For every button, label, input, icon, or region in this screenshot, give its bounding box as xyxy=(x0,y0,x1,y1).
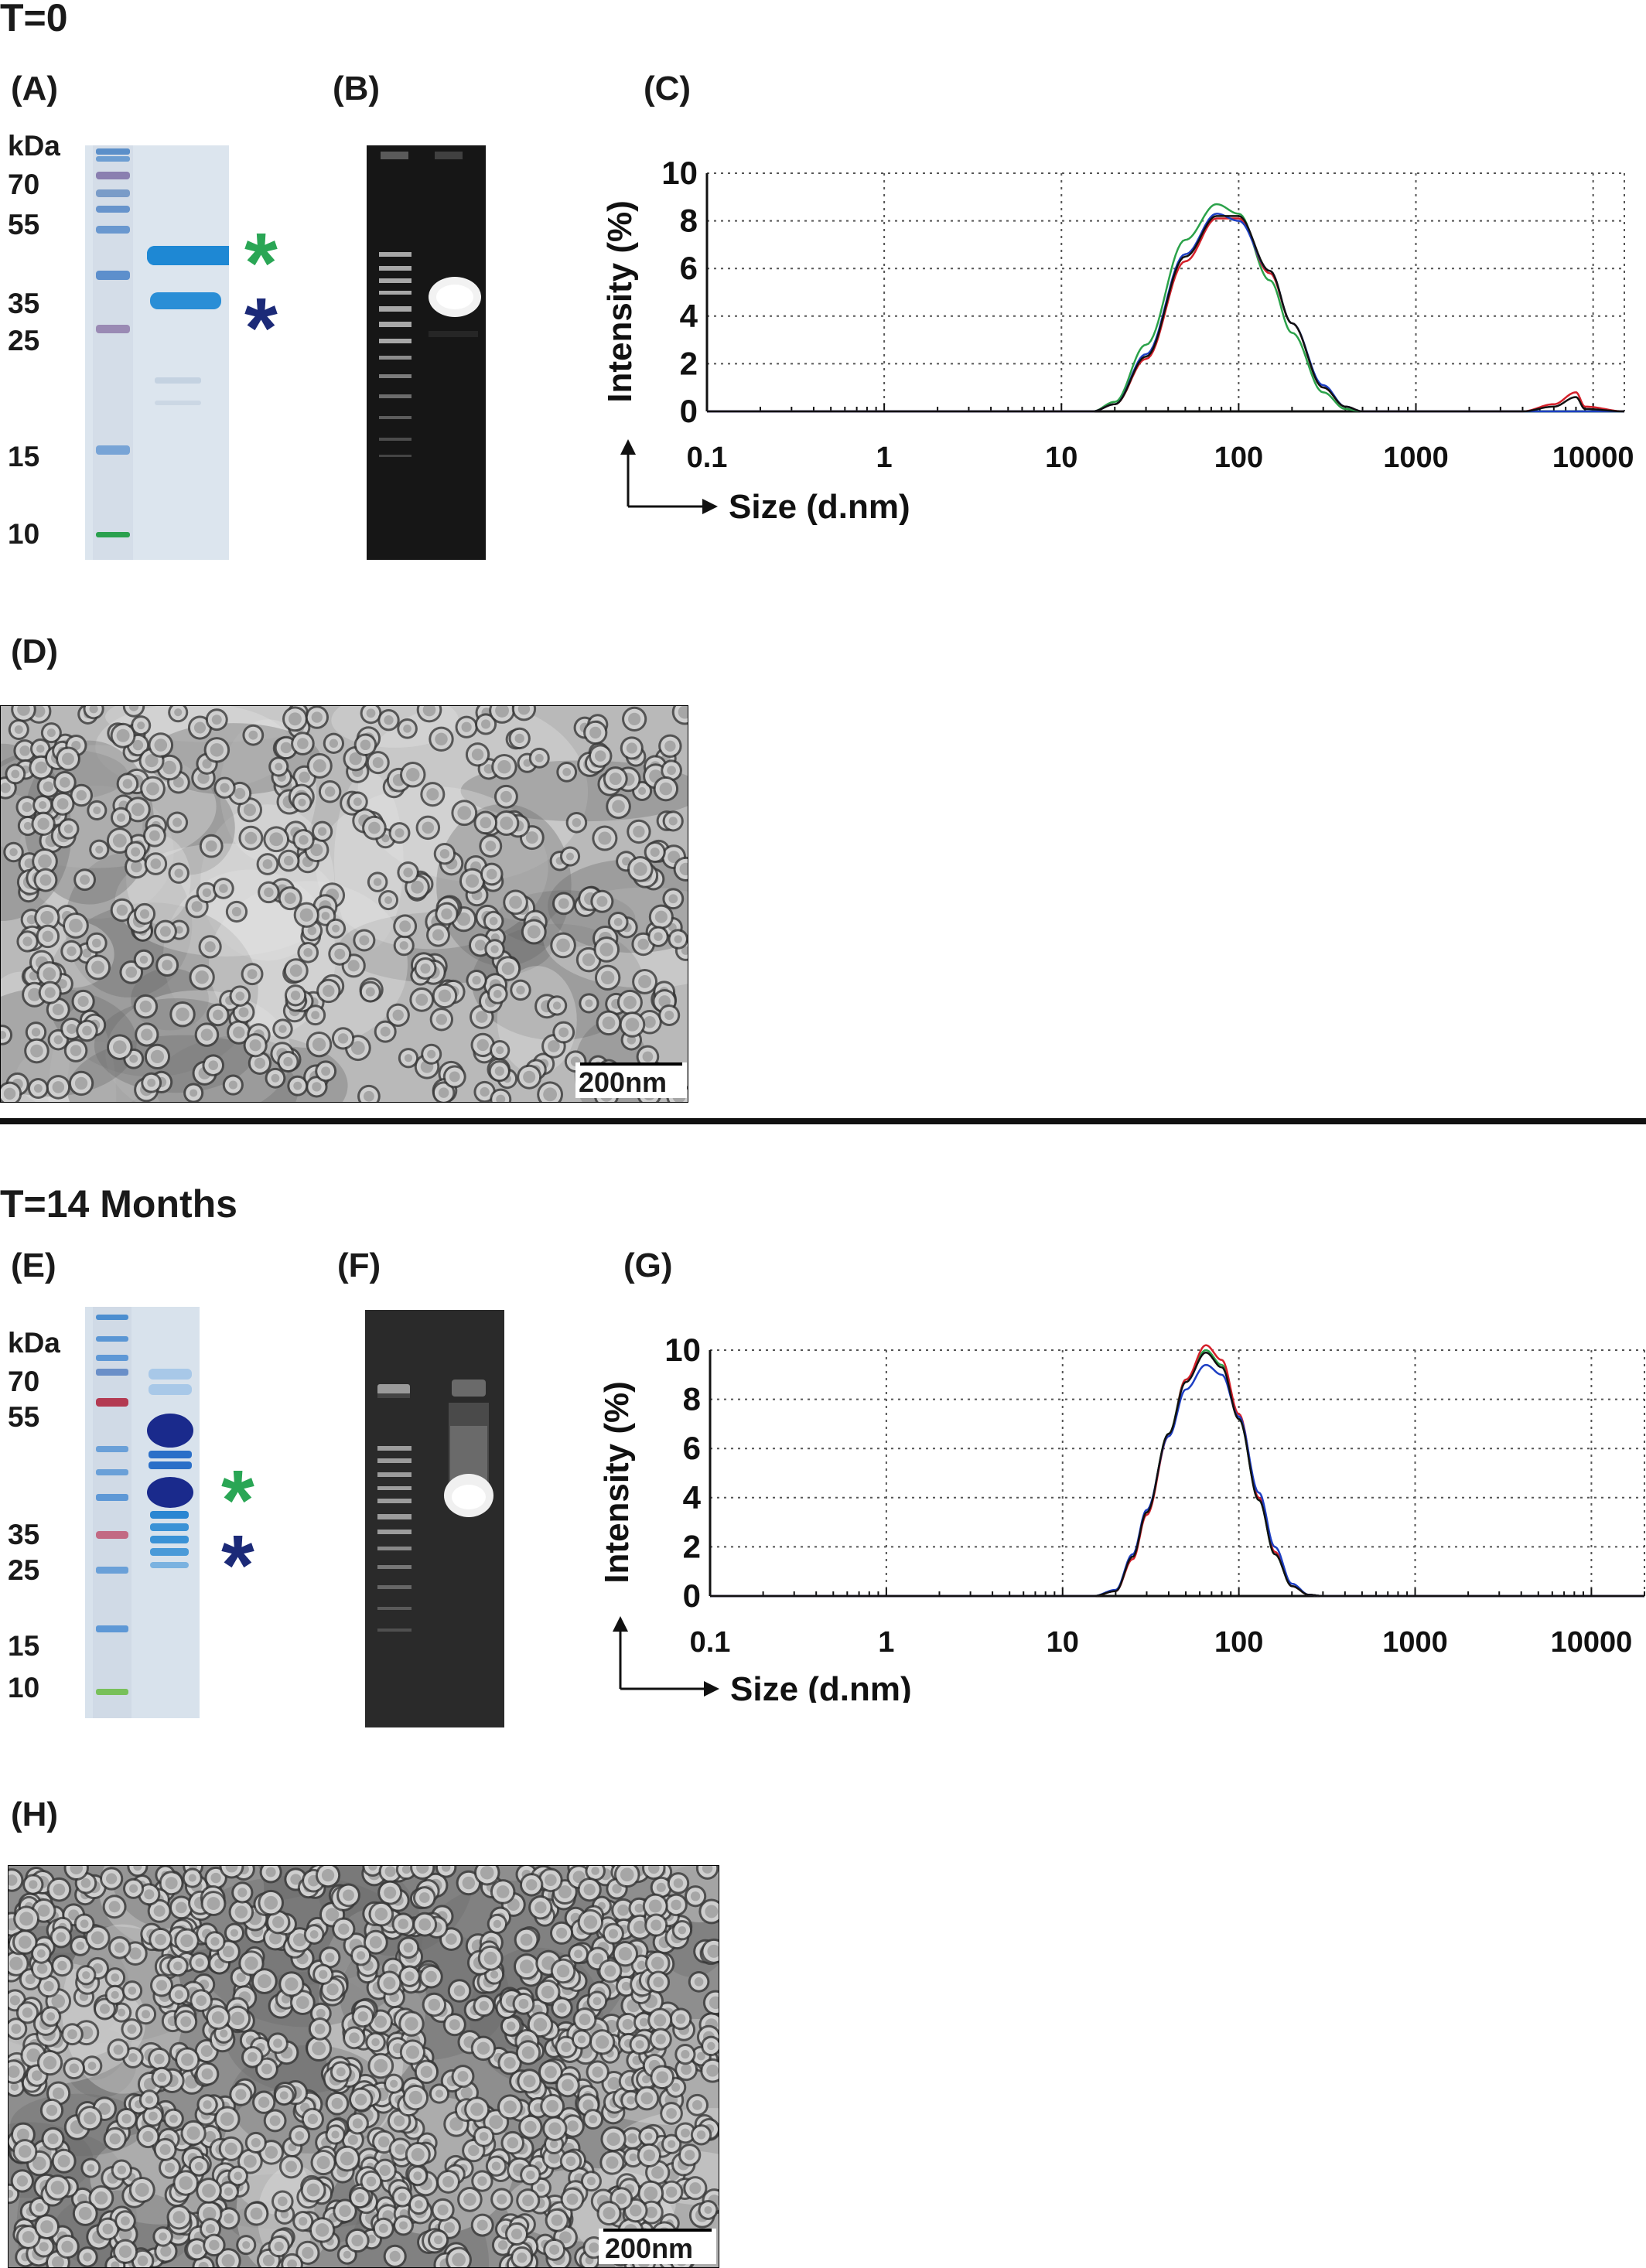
y-tick-label: 6 xyxy=(680,250,698,286)
x-tick-label: 1 xyxy=(878,1626,894,1659)
section-title-t0: T=0 xyxy=(0,0,68,39)
panel-label-f: (F) xyxy=(337,1247,381,1284)
grid xyxy=(709,1349,1645,1597)
x-axis-label: Size (d.nm) xyxy=(730,1670,912,1703)
panel-label-a: (A) xyxy=(11,70,59,107)
marker-35-e: 35 xyxy=(8,1519,40,1550)
tem-micrograph-14m xyxy=(8,1865,719,2268)
scale-bar-h: 200nm xyxy=(599,2229,716,2264)
agarose-gel-image xyxy=(367,145,486,560)
scale-bar-line xyxy=(603,2229,712,2232)
y-axis-label: Intensity (%) xyxy=(598,1381,636,1584)
x-tick-label: 10000 xyxy=(1551,1626,1633,1659)
x-axis-label: Size (d.nm) xyxy=(729,488,910,526)
star-glyph: * xyxy=(244,216,278,311)
marker-25-e: 25 xyxy=(8,1554,40,1586)
star-glyph: * xyxy=(221,1453,254,1548)
y-tick-label: 6 xyxy=(683,1430,701,1466)
series-line-2 xyxy=(710,1344,1644,1598)
x-tick-label: 10 xyxy=(1047,1626,1079,1659)
star-glyph: * xyxy=(244,281,278,376)
y-tick-label: 4 xyxy=(683,1479,702,1516)
series-line-4 xyxy=(707,215,1624,413)
marker-10-a: 10 xyxy=(8,518,40,550)
x-tick-label: 0.1 xyxy=(690,1626,731,1659)
arrow-right-head xyxy=(702,499,718,514)
panel-label-h: (H) xyxy=(11,1796,59,1833)
y-tick-label: 8 xyxy=(680,203,698,239)
dls-plot-g: 0 2 4 6 8 10 0.1 1 10 100 1000 10000 Intensity (%) Si… xyxy=(598,1332,1645,1708)
x-tick-label: 100 xyxy=(1214,442,1263,474)
star-blue-e: * xyxy=(221,1523,254,1608)
x-tick-label: 10 xyxy=(1045,442,1077,474)
arrow-up-head xyxy=(613,1616,628,1632)
marker-15-e: 15 xyxy=(8,1630,40,1662)
arrow-up-head xyxy=(620,439,636,455)
panel-label-c: (C) xyxy=(644,70,692,107)
panel-label-b: (B) xyxy=(333,70,381,107)
dls-plot-c: 0 2 4 6 8 10 0.1 1 10 100 1000 10000 Intensity (%) Si… xyxy=(601,155,1634,526)
panel-label-g: (G) xyxy=(623,1247,673,1284)
marker-15-a: 15 xyxy=(8,441,40,472)
y-tick-label: 0 xyxy=(680,393,698,429)
series-line-4 xyxy=(710,1351,1644,1598)
marker-55-e: 55 xyxy=(8,1401,40,1433)
y-tick-label: 10 xyxy=(664,1332,701,1368)
marker-55-a: 55 xyxy=(8,209,40,240)
series-line-1 xyxy=(710,1349,1644,1598)
marker-35-a: 35 xyxy=(8,288,40,319)
y-tick-label: 10 xyxy=(661,155,698,191)
y-tick-label: 8 xyxy=(683,1381,701,1417)
scale-bar-label-h: 200nm xyxy=(605,2232,694,2264)
scale-bar-label-d: 200nm xyxy=(579,1066,668,1098)
star-blue-a: * xyxy=(244,286,278,371)
y-tick-label: 2 xyxy=(683,1528,701,1564)
marker-25-a: 25 xyxy=(8,325,40,356)
sds-gel-image xyxy=(85,145,229,560)
scale-bar-line xyxy=(580,1062,682,1066)
marker-10-e: 10 xyxy=(8,1672,40,1704)
section-title-t14: T=14 Months xyxy=(0,1182,237,1226)
y-tick-label: 4 xyxy=(680,298,698,334)
kda-label-e: kDa xyxy=(8,1327,60,1359)
agarose-gel-image-14m xyxy=(365,1310,504,1727)
x-tick-label: 1000 xyxy=(1383,442,1449,474)
x-tick-label: 100 xyxy=(1214,1626,1263,1659)
x-tick-label: 1 xyxy=(876,442,893,474)
x-tick-label: 10000 xyxy=(1552,442,1634,474)
y-tick-label: 0 xyxy=(683,1577,701,1614)
marker-70-e: 70 xyxy=(8,1366,40,1397)
scale-bar-d: 200nm xyxy=(575,1062,687,1098)
sds-gel-image-14m xyxy=(85,1307,200,1718)
kda-label-a: kDa xyxy=(8,130,60,162)
section-divider xyxy=(0,1118,1646,1124)
tem-micrograph-t0 xyxy=(0,705,688,1103)
arrow-right-head xyxy=(704,1681,719,1697)
y-tick-label: 2 xyxy=(680,345,698,381)
x-tick-label: 0.1 xyxy=(687,442,728,474)
y-axis-label: Intensity (%) xyxy=(601,200,639,403)
dls-chart-c: 0 2 4 6 8 10 0.1 1 10 100 1000 10000 Intensity (%) Si… xyxy=(596,147,1646,534)
marker-70-a: 70 xyxy=(8,169,40,200)
x-tick-label: 1000 xyxy=(1382,1626,1448,1659)
dls-chart-g: 0 2 4 6 8 10 0.1 1 10 100 1000 10000 Intensity (%) Si… xyxy=(596,1316,1646,1708)
panel-label-e: (E) xyxy=(11,1247,56,1284)
star-green-e: * xyxy=(221,1458,254,1543)
series-line-2 xyxy=(707,217,1625,413)
star-glyph: * xyxy=(221,1518,254,1613)
panel-label-d: (D) xyxy=(11,633,59,670)
star-green-a: * xyxy=(244,221,278,306)
